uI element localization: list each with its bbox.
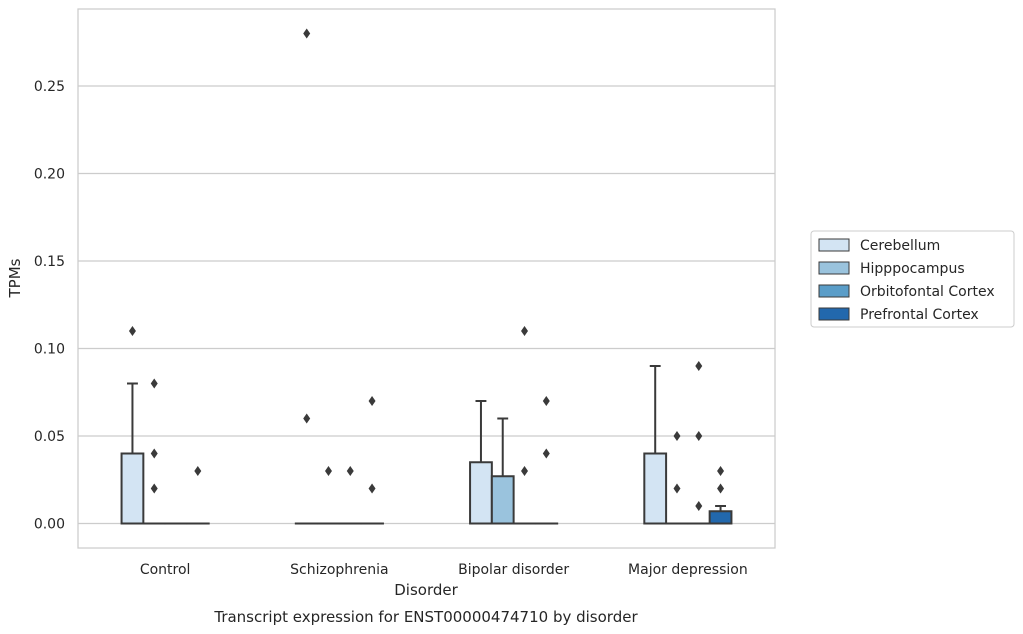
- outlier-point: [150, 448, 158, 459]
- y-axis-label: TPMs: [6, 258, 24, 298]
- box: [708, 510, 733, 525]
- box-group: [185, 466, 210, 525]
- y-tick-label: 0.25: [34, 79, 65, 95]
- box-group: [490, 417, 515, 525]
- x-tick-labels: Control Schizophrenia Bipolar disorder Majo…: [140, 562, 748, 578]
- outlier-point: [717, 483, 725, 494]
- outlier-point: [303, 28, 311, 39]
- box-group: [665, 431, 689, 525]
- legend-label: Prefrontal Cortex: [860, 307, 979, 323]
- box-group: [360, 396, 384, 525]
- outlier-point: [717, 466, 725, 476]
- outlier-point: [542, 396, 550, 406]
- x-tick-label: Control: [140, 562, 191, 578]
- legend-label: Orbitofontal Cortex: [860, 284, 995, 300]
- outlier-point: [194, 466, 202, 476]
- box-group: [643, 365, 668, 525]
- box-group: [534, 396, 559, 525]
- plot-frame: [77, 8, 776, 549]
- grid-lines: [78, 85, 775, 525]
- legend-label: Hipppocampus: [860, 261, 965, 277]
- y-tick-label: 0.20: [34, 167, 65, 183]
- y-tick-label: 0.15: [34, 254, 65, 270]
- outlier-point: [368, 483, 376, 494]
- legend-swatch: [818, 261, 850, 275]
- x-tick-label: Schizophrenia: [290, 562, 388, 578]
- legend-frame: [810, 230, 1015, 328]
- box-group: [469, 400, 493, 525]
- box-group: [142, 378, 167, 525]
- y-tick-label: 0.10: [34, 342, 65, 358]
- outlier-point: [150, 483, 158, 494]
- outlier-point: [673, 483, 681, 494]
- outlier-point: [695, 431, 703, 441]
- outlier-point: [521, 326, 529, 336]
- y-tick-labels: 0.00 0.05 0.10 0.15 0.20 0.25: [34, 79, 65, 533]
- box-group: [316, 466, 341, 525]
- box: [490, 475, 515, 525]
- y-tick-label: 0.00: [34, 517, 65, 533]
- outlier-point: [150, 378, 158, 389]
- outlier-point: [695, 501, 703, 511]
- legend-swatch: [818, 307, 850, 321]
- x-tick-label: Major depression: [628, 562, 748, 578]
- outlier-point: [542, 448, 550, 459]
- outlier-point: [303, 413, 311, 424]
- x-tick-label: Bipolar disorder: [458, 562, 569, 578]
- outlier-point: [324, 466, 332, 476]
- legend: Cerebellum Hipppocampus Orbitofontal Corte…: [810, 230, 1015, 328]
- box: [120, 452, 145, 525]
- chart-caption: Transcript expression for ENST0000047471…: [213, 608, 638, 626]
- outlier-point: [128, 326, 136, 336]
- box-group: [120, 326, 145, 525]
- box-group: [338, 466, 363, 525]
- outlier-point: [368, 396, 376, 406]
- box-group: [512, 326, 537, 525]
- outlier-point: [346, 466, 354, 476]
- outlier-point: [673, 431, 681, 441]
- legend-swatch: [818, 284, 850, 298]
- box: [643, 452, 668, 525]
- outlier-point: [521, 466, 529, 476]
- box-group: [686, 361, 711, 525]
- box-group: [708, 466, 733, 525]
- outlier-point: [695, 361, 703, 371]
- box: [469, 461, 493, 525]
- x-axis-label: Disorder: [394, 581, 458, 599]
- y-tick-label: 0.05: [34, 429, 65, 445]
- legend-label: Cerebellum: [860, 238, 940, 254]
- legend-swatch: [818, 238, 850, 252]
- box-group: [294, 28, 319, 525]
- box-series: [120, 28, 733, 525]
